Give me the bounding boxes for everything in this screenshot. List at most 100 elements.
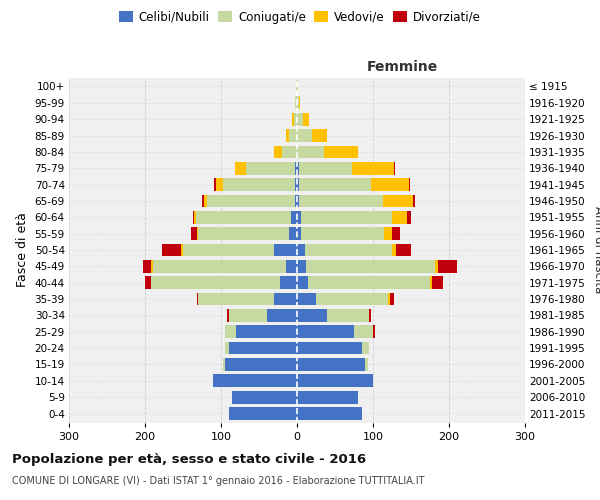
Bar: [145, 276, 151, 289]
Bar: [385, 228, 392, 240]
Bar: [297, 211, 301, 224]
Bar: [225, 326, 236, 338]
Bar: [289, 228, 297, 240]
Bar: [181, 244, 183, 256]
Bar: [392, 244, 396, 256]
Bar: [225, 358, 297, 371]
Bar: [297, 358, 365, 371]
Bar: [407, 211, 411, 224]
Bar: [312, 129, 328, 142]
Bar: [286, 260, 297, 272]
Bar: [295, 194, 297, 207]
Bar: [371, 178, 409, 191]
Text: Popolazione per età, sesso e stato civile - 2016: Popolazione per età, sesso e stato civil…: [12, 452, 366, 466]
Bar: [373, 326, 374, 338]
Bar: [352, 162, 394, 174]
Bar: [297, 244, 305, 256]
Bar: [296, 80, 297, 93]
Bar: [295, 162, 297, 174]
Bar: [196, 211, 291, 224]
Bar: [292, 113, 294, 126]
Bar: [291, 211, 297, 224]
Bar: [369, 309, 371, 322]
Bar: [193, 211, 194, 224]
Bar: [163, 244, 181, 256]
Y-axis label: Anni di nascita: Anni di nascita: [592, 206, 600, 294]
Bar: [214, 178, 215, 191]
Bar: [266, 309, 297, 322]
Bar: [308, 276, 430, 289]
Bar: [413, 194, 415, 207]
Bar: [390, 292, 394, 306]
Bar: [274, 146, 282, 158]
Bar: [229, 407, 297, 420]
Bar: [297, 391, 358, 404]
Bar: [299, 162, 352, 174]
Bar: [394, 162, 395, 174]
Bar: [203, 194, 208, 207]
Bar: [183, 244, 274, 256]
Bar: [235, 162, 246, 174]
Bar: [151, 260, 152, 272]
Text: COMUNE DI LONGARE (VI) - Dati ISTAT 1° gennaio 2016 - Elaborazione TUTTITALIA.IT: COMUNE DI LONGARE (VI) - Dati ISTAT 1° g…: [12, 476, 425, 486]
Bar: [191, 228, 197, 240]
Bar: [208, 194, 295, 207]
Bar: [214, 374, 297, 387]
Bar: [297, 407, 362, 420]
Bar: [143, 260, 151, 272]
Bar: [297, 162, 299, 174]
Bar: [197, 292, 198, 306]
Bar: [305, 244, 392, 256]
Bar: [297, 326, 354, 338]
Bar: [365, 358, 368, 371]
Bar: [392, 228, 400, 240]
Bar: [297, 276, 308, 289]
Bar: [306, 260, 436, 272]
Bar: [297, 260, 306, 272]
Bar: [362, 342, 369, 354]
Bar: [297, 113, 303, 126]
Bar: [151, 276, 280, 289]
Bar: [297, 342, 362, 354]
Bar: [202, 194, 203, 207]
Bar: [223, 358, 225, 371]
Bar: [297, 80, 298, 93]
Bar: [232, 391, 297, 404]
Bar: [323, 146, 358, 158]
Bar: [229, 309, 266, 322]
Bar: [297, 194, 299, 207]
Legend: Celibi/Nubili, Coniugati/e, Vedovi/e, Divorziati/e: Celibi/Nubili, Coniugati/e, Vedovi/e, Di…: [114, 6, 486, 28]
Text: Femmine: Femmine: [366, 60, 437, 74]
Bar: [282, 146, 297, 158]
Bar: [198, 292, 274, 306]
Bar: [194, 211, 196, 224]
Y-axis label: Fasce di età: Fasce di età: [16, 212, 29, 288]
Bar: [383, 194, 413, 207]
Bar: [297, 96, 299, 109]
Bar: [301, 211, 392, 224]
Bar: [431, 276, 443, 289]
Bar: [354, 326, 373, 338]
Bar: [236, 326, 297, 338]
Bar: [198, 228, 289, 240]
Bar: [227, 309, 229, 322]
Bar: [303, 113, 309, 126]
Bar: [316, 292, 388, 306]
Bar: [280, 276, 297, 289]
Bar: [246, 162, 295, 174]
Bar: [392, 211, 407, 224]
Bar: [297, 129, 312, 142]
Bar: [436, 260, 437, 272]
Bar: [197, 228, 198, 240]
Bar: [299, 194, 383, 207]
Bar: [297, 374, 373, 387]
Bar: [409, 178, 410, 191]
Bar: [299, 178, 371, 191]
Bar: [430, 276, 431, 289]
Bar: [328, 309, 369, 322]
Bar: [301, 228, 385, 240]
Bar: [297, 292, 316, 306]
Bar: [295, 178, 297, 191]
Bar: [215, 178, 223, 191]
Bar: [295, 96, 297, 109]
